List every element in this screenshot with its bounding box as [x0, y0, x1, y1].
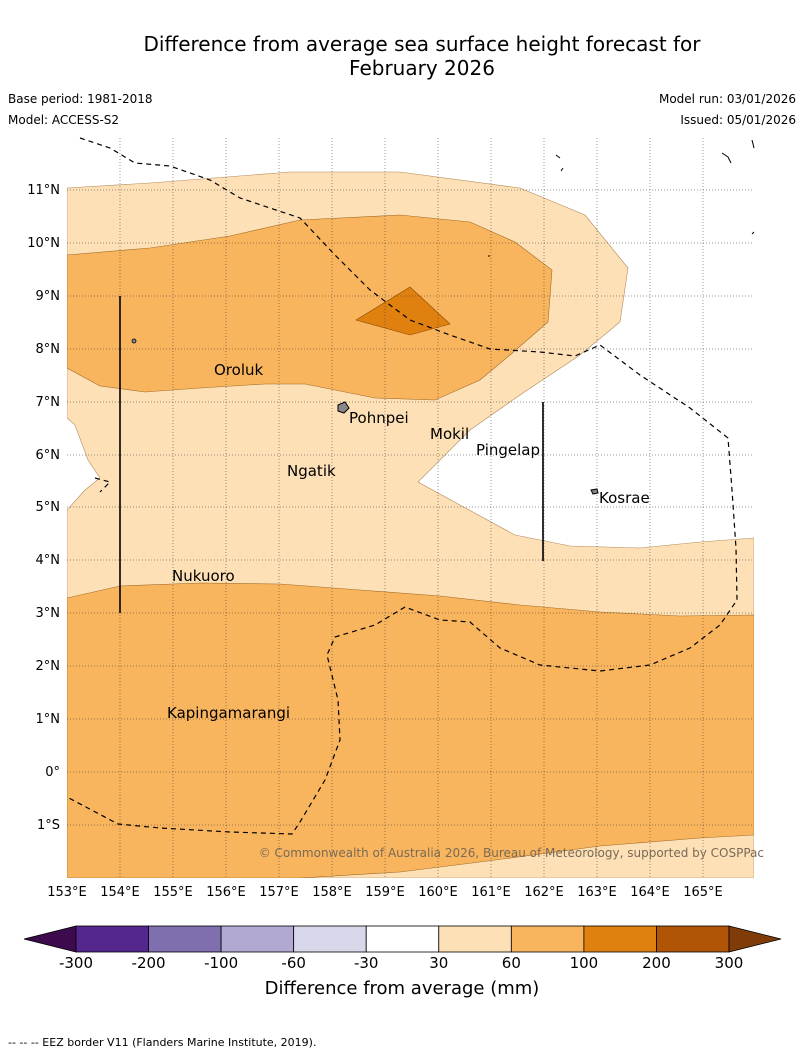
contour-fills [67, 138, 754, 878]
lon-label: 162°E [524, 885, 564, 900]
colorbar: -300 -200 -100 -60 -30 30 60 100 200 300 [23, 925, 782, 972]
lon-label: 156°E [206, 885, 246, 900]
colorbar-tick-label: 100 [570, 954, 599, 972]
colorbar-cell [75, 925, 149, 953]
lat-label: 4°N [36, 553, 61, 568]
chart-title: Difference from average sea surface heig… [20, 32, 804, 80]
colorbar-cell [510, 925, 585, 953]
lon-label: 159°E [365, 885, 405, 900]
colorbar-label: Difference from average (mm) [264, 978, 540, 999]
lon-label: 155°E [153, 885, 193, 900]
lat-label: 8°N [36, 342, 61, 357]
place-label-kapingamarangi: Kapingamarangi [167, 704, 290, 722]
colorbar-tick-label: -100 [204, 954, 238, 972]
colorbar-cell [656, 925, 730, 953]
colorbar-cell [365, 925, 440, 953]
title-line-2: February 2026 [349, 56, 495, 80]
lat-label: 0° [45, 765, 60, 780]
colorbar-under-arrow [23, 925, 77, 953]
colorbar-cell [293, 925, 367, 953]
lon-label: 164°E [630, 885, 670, 900]
colorbar-cell [583, 925, 657, 953]
lat-label: 6°N [36, 448, 61, 463]
gridlines [67, 138, 754, 878]
kosrae-island [590, 488, 599, 495]
small-islands [488, 139, 755, 257]
colorbar-tick-label: 300 [715, 954, 744, 972]
colorbar-tick-label: 30 [429, 954, 448, 972]
island-marker [131, 338, 137, 344]
pohnpei-island [337, 401, 350, 414]
lat-label: 1°N [36, 712, 61, 727]
lon-label: 161°E [471, 885, 511, 900]
colorbar-cell [220, 925, 295, 953]
colorbar-tick-label: -200 [132, 954, 166, 972]
place-label-pingelap: Pingelap [476, 441, 540, 459]
lon-label: 165°E [683, 885, 723, 900]
colorbar-cell [438, 925, 512, 953]
lat-label: 11°N [27, 183, 60, 198]
title-line-1: Difference from average sea surface heig… [143, 32, 701, 56]
colorbar-tick-label: -30 [354, 954, 379, 972]
lat-label: 1°S [37, 818, 60, 833]
lon-label: 160°E [418, 885, 458, 900]
lat-label: 5°N [36, 500, 61, 515]
contour-band-100-200 [355, 286, 451, 336]
place-label-ngatik: Ngatik [287, 462, 336, 480]
model-run: Model run: 03/01/2026 [658, 92, 796, 106]
place-label-kosrae: Kosrae [599, 489, 650, 507]
lat-label: 9°N [36, 289, 61, 304]
eez-borders [66, 137, 738, 835]
lat-label: 2°N [36, 659, 61, 674]
colorbar-tick-label: -60 [281, 954, 306, 972]
lat-label: 10°N [27, 236, 60, 251]
place-label-mokil: Mokil [430, 425, 469, 443]
place-label-oroluk: Oroluk [214, 361, 263, 379]
lat-label: 3°N [36, 606, 61, 621]
lon-label: 158°E [312, 885, 352, 900]
base-period: Base period: 1981-2018 [8, 92, 153, 106]
colorbar-tick-label: 60 [502, 954, 521, 972]
place-label-nukuoro: Nukuoro [172, 567, 235, 585]
colorbar-cell [148, 925, 222, 953]
lon-label: 157°E [259, 885, 299, 900]
contour-band-60-100 [67, 214, 553, 401]
copyright-notice: © Commonwealth of Australia 2026, Bureau… [259, 846, 764, 860]
eez-legend-note: -- -- -- EEZ border V11 (Flanders Marine… [8, 1036, 317, 1049]
lon-label: 153°E [47, 885, 87, 900]
place-label-pohnpei: Pohnpei [349, 409, 409, 427]
contour-band-60-100-south [67, 582, 754, 878]
lon-label: 163°E [577, 885, 617, 900]
colorbar-over-arrow [728, 925, 782, 953]
colorbar-tick-label: -300 [59, 954, 93, 972]
lon-label: 154°E [100, 885, 140, 900]
lat-label: 7°N [36, 395, 61, 410]
colorbar-tick-label: 200 [642, 954, 671, 972]
issued-date: Issued: 05/01/2026 [680, 113, 796, 127]
model-name: Model: ACCESS-S2 [8, 113, 120, 127]
